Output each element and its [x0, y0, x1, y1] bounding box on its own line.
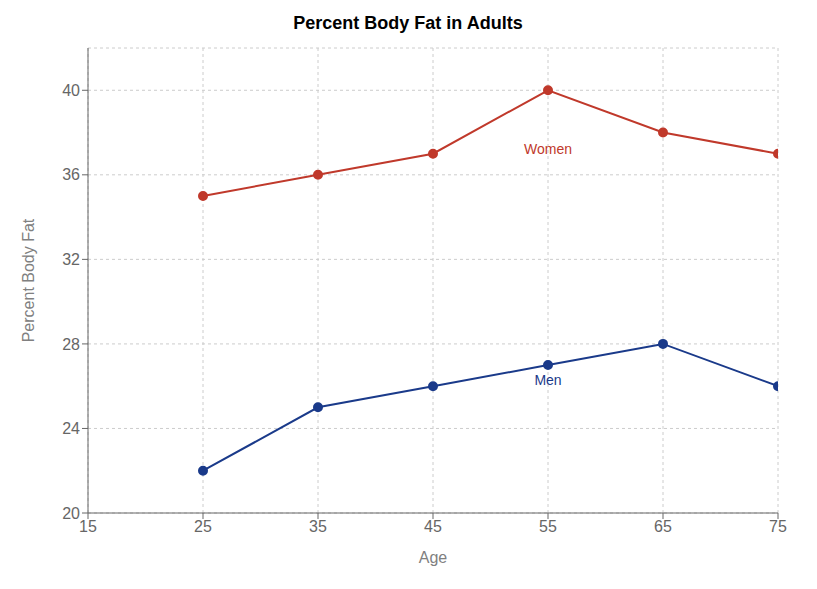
svg-text:45: 45 [424, 518, 442, 535]
svg-text:Percent Body Fat: Percent Body Fat [20, 218, 37, 342]
svg-text:40: 40 [62, 82, 80, 99]
svg-text:25: 25 [194, 518, 212, 535]
svg-text:15: 15 [79, 518, 97, 535]
svg-text:65: 65 [654, 518, 672, 535]
html-text:Percent Body Fat in Adults: Percent Body Fat in Adults [293, 13, 523, 33]
svg-text:Women: Women [524, 141, 572, 157]
svg-text:24: 24 [62, 420, 80, 437]
svg-text:20: 20 [62, 505, 80, 522]
svg-text:28: 28 [62, 336, 80, 353]
svg-text:55: 55 [539, 518, 557, 535]
svg-text:36: 36 [62, 166, 80, 183]
svg-text:Age: Age [419, 549, 448, 566]
svg-text:35: 35 [309, 518, 327, 535]
svg-text:32: 32 [62, 251, 80, 268]
svg-text:75: 75 [769, 518, 787, 535]
svg-text:Men: Men [534, 372, 561, 388]
